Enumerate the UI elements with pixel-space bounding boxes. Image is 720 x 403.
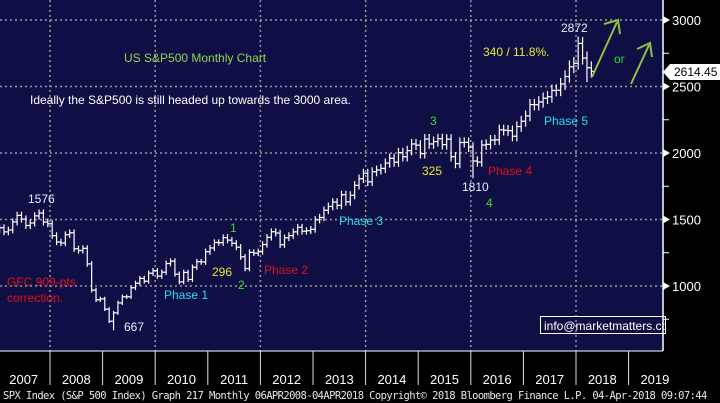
x-tick-label: 2008 [62,372,91,387]
label-wave-3: 3 [430,114,437,128]
label-low-1810: 1810 [462,180,489,194]
up-arrow-1 [591,21,618,78]
x-tick-label: 2007 [9,372,38,387]
label-low-2009: 667 [124,320,145,334]
x-tick-label: 2012 [272,372,301,387]
label-340: 340 / 11.8%. [483,45,550,59]
y-tick-label: 1500 [672,213,701,228]
x-tick-label: 2015 [430,372,459,387]
footer-info: SPX Index (S&P 500 Index) Graph 217 Mont… [3,390,707,402]
x-tick-label: 2014 [377,372,406,387]
x-tick-label: 2017 [535,372,564,387]
y-tick-marker [663,16,670,24]
chart-subtitle: Ideally the S&P500 is still headed up to… [30,93,351,107]
y-tick-marker [663,149,670,157]
label-phase-1: Phase 1 [164,288,209,302]
email-box: info@marketmatters.com.au [540,316,666,334]
x-tick-label: 2019 [640,372,669,387]
x-tick-label: 2011 [220,372,248,387]
label-phase-3: Phase 3 [339,214,384,228]
label-phase-5: Phase 5 [544,114,589,128]
y-tick-label: 3000 [672,13,701,28]
y-tick-marker [663,82,670,91]
label-high-2872: 2872 [561,21,588,35]
y-tick-label: 1000 [672,279,701,294]
x-tick-label: 2010 [167,372,196,387]
label-296: 296 [212,265,233,279]
y-tick-marker [663,282,670,290]
last-price-tag: 2614.45 [662,64,720,80]
label-phase-4: Phase 4 [488,164,533,178]
up-arrow-2-head [636,41,653,58]
x-tick-label: 2016 [483,372,512,387]
label-phase-2: Phase 2 [264,263,309,277]
up-arrow-2 [630,44,650,85]
y-tick-label: 2000 [672,146,701,161]
label-gfc-2: correction. [7,291,64,305]
x-tick-label: 2013 [325,372,354,387]
chart-title: US S&P500 Monthly Chart [124,51,267,65]
ohlc-bar [588,61,594,78]
label-high-2007: 1576 [28,192,55,206]
label-or: or [614,52,625,66]
up-arrow-1-head [603,18,621,35]
label-wave-1: 1 [230,221,237,235]
y-tick-label: 2500 [672,80,701,95]
y-tick-marker [663,215,670,224]
label-gfc-1: GFC 909-pts [7,275,76,289]
x-tick-label: 2018 [588,372,617,387]
label-325: 325 [422,164,443,178]
label-wave-4: 4 [486,196,493,210]
label-wave-2: 2 [238,278,245,292]
plot-area [0,0,663,351]
x-tick-label: 2009 [114,372,143,387]
